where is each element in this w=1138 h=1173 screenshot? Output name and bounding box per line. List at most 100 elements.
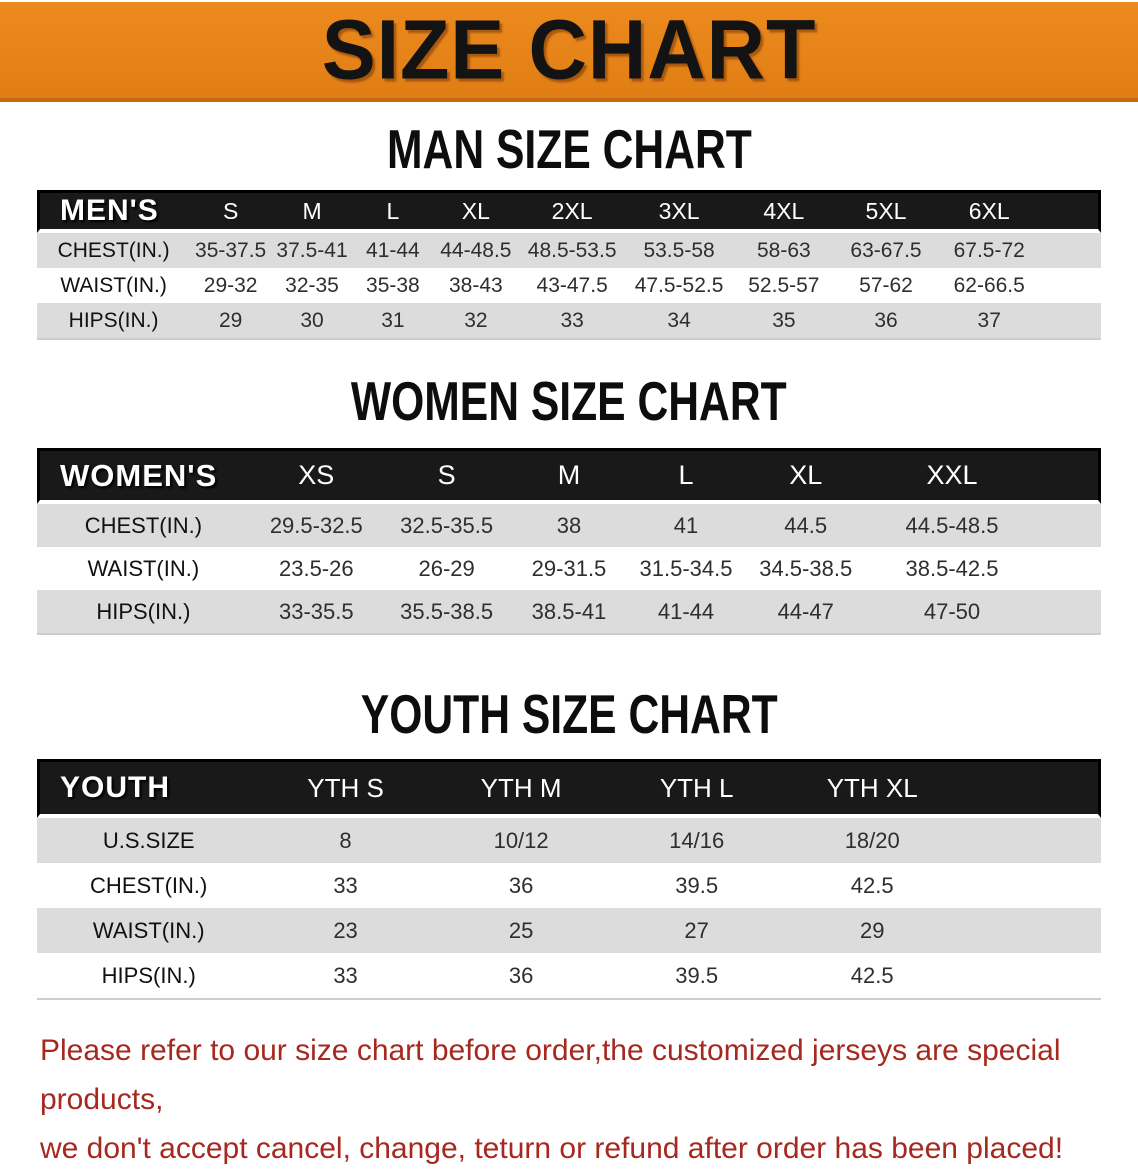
women-header-row: WOMEN'S XS S M L XL XXL — [37, 448, 1101, 504]
youth-header-row: YOUTH YTH S YTH M YTH L YTH XL — [37, 759, 1101, 818]
size-value-cell: 41-44 — [657, 598, 715, 624]
size-value-cell: 31 — [381, 308, 405, 332]
women-section-title: WOMEN SIZE CHART — [0, 374, 1138, 429]
row-spacer-cell — [963, 818, 1101, 863]
size-value-cell: 38.5-41 — [531, 598, 607, 624]
men-table-header: MEN'S S M L XL 2XL 3XL 4XL 5XL 6XL — [37, 190, 1101, 233]
size-value-cell: 38 — [556, 512, 582, 538]
men-section-title-text: MAN SIZE CHART — [386, 119, 752, 181]
size-value-cell: 26-29 — [418, 555, 475, 581]
size-column-header: XL — [432, 190, 519, 233]
size-value-cell: 48.5-53.5 — [527, 238, 617, 262]
size-column-header: XL — [744, 448, 867, 504]
size-value-cell: 35.5-38.5 — [400, 598, 494, 624]
row-label: HIPS(IN.) — [96, 598, 191, 624]
size-value-cell: 39.5 — [675, 872, 719, 898]
youth-section-title: YOUTH SIZE CHART — [0, 687, 1138, 742]
row-label: CHEST(IN.) — [57, 238, 170, 262]
row-label: CHEST(IN.) — [90, 872, 208, 898]
size-value-cell: 44-48.5 — [440, 238, 512, 262]
row-spacer-cell — [1037, 504, 1101, 547]
size-value-cell: 39.5 — [675, 962, 719, 988]
size-value-cell: 27 — [684, 917, 709, 943]
row-label: WAIST(IN.) — [87, 555, 200, 581]
row-label: CHEST(IN.) — [84, 512, 203, 538]
size-value-cell: 23 — [333, 917, 358, 943]
size-column-header: YTH L — [611, 759, 782, 818]
table-row: WAIST(IN.) 23 25 27 29 — [37, 908, 1101, 953]
header-spacer-cell — [962, 759, 1101, 818]
size-value-cell: 34.5-38.5 — [759, 555, 853, 581]
size-value-cell: 67.5-72 — [953, 238, 1025, 262]
size-value-cell: 37 — [977, 308, 1001, 332]
size-value-cell: 32.5-35.5 — [400, 512, 494, 538]
size-value-cell: 53.5-58 — [643, 238, 715, 262]
row-label: WAIST(IN.) — [92, 917, 205, 943]
size-column-header: 6XL — [937, 190, 1042, 233]
size-value-cell: 10/12 — [493, 827, 549, 853]
size-value-cell: 33 — [333, 872, 358, 898]
women-section: WOMEN SIZE CHART WOMEN'S XS S M L XL XXL CHEST… — [0, 374, 1138, 635]
size-value-cell: 33-35.5 — [278, 598, 354, 624]
men-size-table: MEN'S S M L XL 2XL 3XL 4XL 5XL 6XL CHEST(IN.) 35-3… — [37, 190, 1101, 340]
banner: SIZE CHART — [0, 2, 1138, 102]
men-header-row: MEN'S S M L XL 2XL 3XL 4XL 5XL 6XL — [37, 190, 1101, 233]
size-column-header: L — [352, 190, 433, 233]
size-value-cell: 35 — [772, 308, 796, 332]
footer-note-line1: Please refer to our size chart before or… — [40, 1034, 1061, 1116]
header-spacer-cell — [1041, 190, 1101, 233]
size-column-header: S — [382, 448, 511, 504]
size-value-cell: 36 — [508, 872, 534, 898]
size-value-cell: 63-67.5 — [850, 238, 922, 262]
size-value-cell: 35-38 — [366, 273, 420, 297]
size-value-cell: 8 — [339, 827, 352, 853]
size-value-cell: 29-31.5 — [531, 555, 607, 581]
size-value-cell: 41 — [673, 512, 699, 538]
size-value-cell: 42.5 — [850, 872, 894, 898]
banner-title: SIZE CHART — [321, 3, 817, 97]
footer-note-line2: we don't accept cancel, change, teturn o… — [40, 1132, 1064, 1165]
size-value-cell: 38.5-42.5 — [905, 555, 999, 581]
size-column-header: 3XL — [625, 190, 733, 233]
table-row: CHEST(IN.) 35-37.5 37.5-41 41-44 44-48.5 48.5… — [37, 233, 1101, 268]
size-value-cell: 36 — [508, 962, 534, 988]
size-column-header: M — [271, 190, 353, 233]
row-spacer-cell — [963, 863, 1101, 908]
row-spacer-cell — [1037, 547, 1101, 590]
size-value-cell: 29.5-32.5 — [269, 512, 363, 538]
size-column-header: L — [627, 448, 745, 504]
size-value-cell: 18/20 — [844, 827, 900, 853]
header-spacer-cell — [1037, 448, 1101, 504]
table-row: CHEST(IN.) 33 36 39.5 42.5 — [37, 863, 1101, 908]
women-table-header: WOMEN'S XS S M L XL XXL — [37, 448, 1101, 504]
size-value-cell: 42.5 — [850, 962, 894, 988]
row-spacer-cell — [1037, 590, 1101, 633]
size-value-cell: 29 — [218, 308, 243, 332]
youth-size-table: YOUTH YTH S YTH M YTH L YTH XL U.S.SIZE 8 10/1… — [37, 759, 1101, 1000]
size-value-cell: 37.5-41 — [276, 238, 348, 262]
size-value-cell: 25 — [508, 917, 534, 943]
size-value-cell: 57-62 — [859, 273, 913, 297]
size-column-header: 4XL — [732, 190, 835, 233]
size-value-cell: 58-63 — [757, 238, 811, 262]
size-column-header: 2XL — [518, 190, 626, 233]
row-label: HIPS(IN.) — [101, 962, 196, 988]
size-column-header: YTH XL — [781, 759, 963, 818]
row-spacer-cell — [1041, 303, 1101, 338]
row-label: U.S.SIZE — [102, 827, 195, 853]
row-label: HIPS(IN.) — [68, 308, 159, 332]
size-column-header: YTH S — [260, 759, 431, 818]
row-spacer-cell — [1041, 233, 1101, 268]
size-value-cell: 32 — [464, 308, 488, 332]
size-value-cell: 38-43 — [449, 273, 503, 297]
youth-table-header: YOUTH YTH S YTH M YTH L YTH XL — [37, 759, 1101, 818]
men-table-body: CHEST(IN.) 35-37.5 37.5-41 41-44 44-48.5 48.5… — [37, 233, 1101, 338]
size-value-cell: 47-50 — [923, 598, 981, 624]
footer-note: Please refer to our size chart before or… — [0, 1026, 1138, 1173]
row-spacer-cell — [963, 908, 1101, 953]
size-column-header: XXL — [866, 448, 1038, 504]
size-column-header: 5XL — [834, 190, 938, 233]
youth-table-body: U.S.SIZE 8 10/12 14/16 18/20 CHEST(IN.) 33 36 39… — [37, 818, 1101, 998]
table-row: HIPS(IN.) 33-35.5 35.5-38.5 38.5-41 41-44 44-… — [37, 590, 1101, 633]
